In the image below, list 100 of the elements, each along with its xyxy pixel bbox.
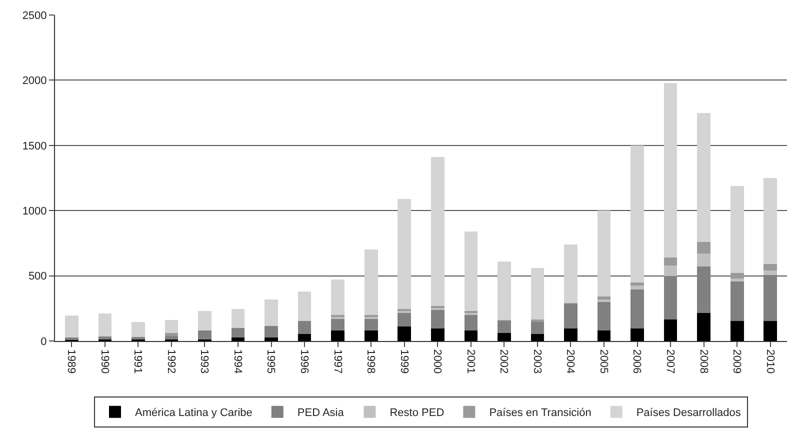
x-tick-label: 1996 [298, 349, 310, 374]
bar [597, 296, 611, 300]
bar [64, 316, 78, 338]
bar [730, 320, 744, 341]
y-tick-label: 0 [40, 336, 47, 348]
bar [398, 312, 412, 327]
bar [764, 320, 778, 341]
bar [231, 309, 245, 328]
x-tick-label: 2000 [431, 349, 444, 374]
bar [198, 311, 212, 331]
bar [464, 330, 478, 341]
bar [564, 304, 578, 329]
bar [264, 326, 278, 338]
bar [498, 261, 511, 320]
bar [298, 334, 312, 341]
y-tick-label: 1000 [22, 205, 47, 218]
x-tick-label: 2004 [564, 349, 576, 374]
x-tick-label: 1994 [231, 349, 244, 374]
x-tick-label: 1990 [98, 349, 110, 374]
bar [730, 278, 744, 282]
x-tick-label: 1998 [364, 349, 377, 374]
bar [764, 270, 778, 276]
bar [630, 282, 644, 286]
bar [498, 320, 511, 334]
x-tick-label: 2010 [764, 349, 776, 374]
x-tick-label: 1991 [132, 349, 144, 374]
bar [664, 319, 678, 341]
bar [697, 112, 710, 242]
bar [264, 299, 278, 326]
bar [98, 336, 112, 340]
legend-label: Países en Transición [489, 407, 592, 420]
bar [697, 312, 710, 341]
bar [630, 145, 644, 282]
bar [630, 328, 644, 341]
bar [697, 242, 710, 254]
bar [664, 82, 678, 258]
bar [398, 198, 412, 310]
bar [630, 289, 644, 329]
bar [364, 318, 378, 331]
bar [498, 333, 511, 341]
bar [298, 320, 312, 334]
x-tick-label: 2005 [597, 349, 610, 374]
x-tick-label: 1992 [164, 349, 177, 374]
x-tick-label: 2001 [464, 349, 476, 374]
bar [331, 280, 344, 315]
bar [530, 268, 544, 320]
bar [98, 314, 112, 336]
bar [597, 330, 611, 341]
bar [464, 231, 478, 312]
bar [298, 291, 312, 321]
x-tick-label: 2002 [498, 349, 510, 374]
bar [664, 258, 678, 266]
bar [430, 157, 444, 306]
x-tick-label: 1999 [398, 349, 410, 374]
bar [464, 314, 478, 331]
legend-label: Resto PED [390, 407, 444, 420]
bar [164, 320, 178, 334]
bar [364, 330, 378, 341]
bar [430, 328, 444, 341]
bar [198, 330, 212, 340]
x-tick-label: 2003 [530, 349, 543, 374]
bar [764, 178, 778, 264]
bar [331, 318, 344, 331]
x-tick-label: 2008 [697, 349, 710, 374]
bar [530, 334, 544, 341]
x-tick-label: 1995 [264, 349, 277, 374]
y-tick-label: 2000 [22, 75, 47, 88]
bar [597, 210, 611, 297]
bar [530, 321, 544, 334]
bar [564, 328, 578, 341]
bar [630, 286, 644, 290]
y-tick-label: 1500 [22, 140, 47, 152]
bar [664, 265, 678, 276]
bar [697, 266, 710, 313]
x-tick-label: 1997 [331, 349, 344, 374]
x-tick-label: 2006 [630, 349, 643, 374]
bar [697, 254, 710, 267]
legend-label: PED Asia [297, 407, 345, 420]
x-tick-label: 2007 [664, 349, 676, 374]
bar [764, 275, 778, 321]
bar [730, 273, 744, 278]
bar [331, 330, 344, 341]
bar [132, 322, 145, 338]
bar [398, 326, 412, 341]
bar [430, 309, 444, 329]
bar [164, 333, 178, 336]
bar [764, 264, 778, 271]
bar [530, 319, 544, 322]
legend-label: América Latina y Caribe [135, 407, 252, 420]
bar [730, 282, 744, 321]
x-tick-label: 1993 [198, 349, 210, 374]
bar [564, 244, 578, 304]
bar [231, 328, 245, 338]
bar [730, 186, 744, 274]
bar [264, 338, 278, 341]
bar [364, 250, 378, 315]
bar [597, 299, 611, 302]
bar [597, 302, 611, 331]
legend-label: Países Desarrollados [636, 407, 742, 420]
y-tick-label: 500 [28, 270, 47, 283]
